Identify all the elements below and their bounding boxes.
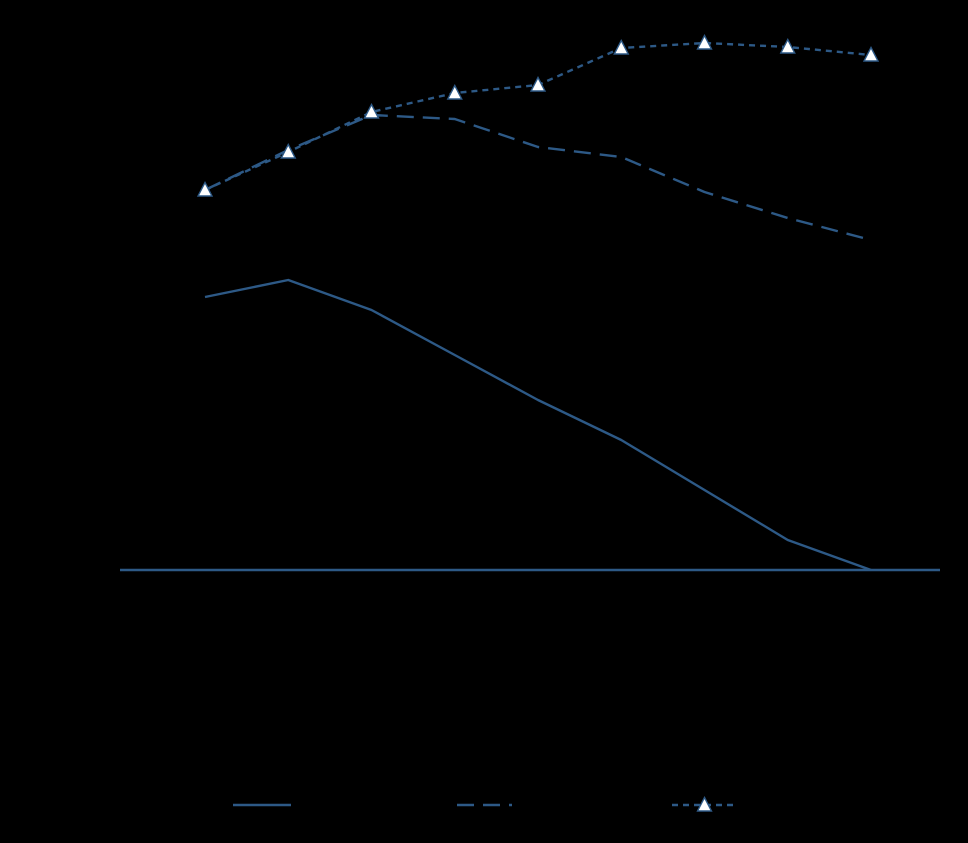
legend-item-short-dash-triangle: [672, 795, 737, 812]
series-layer: [204, 41, 872, 572]
triangle-marker: [363, 102, 380, 119]
triangle-marker: [613, 38, 630, 55]
triangle-marker: [862, 45, 880, 62]
series-line-long-dash: [204, 113, 872, 242]
triangle-marker: [446, 83, 463, 100]
triangle-marker: [196, 180, 214, 197]
triangle-marker: [529, 75, 547, 92]
series-line-short-dash-triangle: [204, 41, 872, 192]
series-line-solid: [204, 278, 872, 572]
triangle-marker: [696, 33, 713, 50]
triangle-marker: [779, 37, 796, 54]
legend: [233, 795, 737, 812]
triangle-marker: [280, 142, 297, 159]
marker-layer: [196, 33, 880, 197]
legend-triangle-marker: [696, 795, 713, 812]
